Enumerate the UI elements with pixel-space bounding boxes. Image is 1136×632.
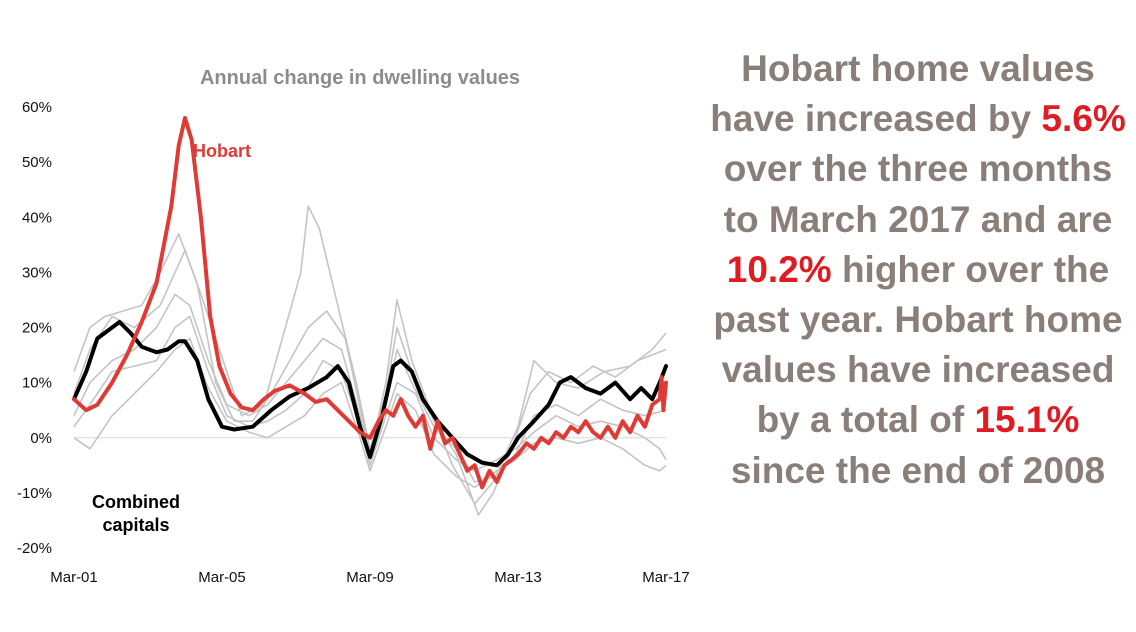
background-series-line: [73, 205, 667, 516]
y-tick-label: 0%: [30, 430, 52, 447]
x-tick-label: Mar-01: [50, 569, 98, 586]
background-series-line: [73, 337, 667, 489]
summary-text-part-2: over the three months to March 2017 and …: [723, 148, 1113, 240]
x-tick-label: Mar-17: [642, 569, 690, 586]
combined-capitals-label: Combined capitals: [92, 492, 180, 535]
dwelling-values-chart: Annual change in dwelling values 60% 50% 4…: [17, 67, 690, 586]
summary-text-part-3: higher over the past year. Hobart home v…: [713, 248, 1123, 441]
summary-text-part-4: since the end of 2008: [730, 449, 1106, 491]
chart-title: Annual change in dwelling values: [200, 67, 520, 89]
hobart-line: [72, 116, 668, 490]
y-tick-label: 10%: [22, 375, 52, 392]
x-tick-label: Mar-09: [346, 569, 394, 586]
y-tick-label: -20%: [17, 540, 52, 557]
quarterly-growth-value: 5.6%: [1041, 98, 1126, 140]
y-tick-label: 50%: [22, 154, 52, 171]
y-tick-label: 30%: [22, 264, 52, 281]
x-tick-label: Mar-05: [198, 569, 246, 586]
summary-text: Hobart home values have increased by 5.6…: [708, 44, 1128, 496]
background-series-line: [73, 315, 667, 472]
hobart-series-label: Hobart: [193, 141, 251, 161]
background-series-line: [73, 233, 667, 505]
y-tick-label: 20%: [22, 320, 52, 337]
combined-capitals-line: [72, 320, 668, 468]
y-tick-label: 60%: [22, 99, 52, 116]
y-tick-label: -10%: [17, 485, 52, 502]
y-tick-label: 40%: [22, 209, 52, 226]
total-growth-value: 15.1%: [974, 399, 1080, 441]
x-tick-label: Mar-13: [494, 569, 542, 586]
annual-growth-value: 10.2%: [726, 248, 832, 290]
summary-text-part-1: Hobart home values have increased by: [710, 48, 1095, 140]
